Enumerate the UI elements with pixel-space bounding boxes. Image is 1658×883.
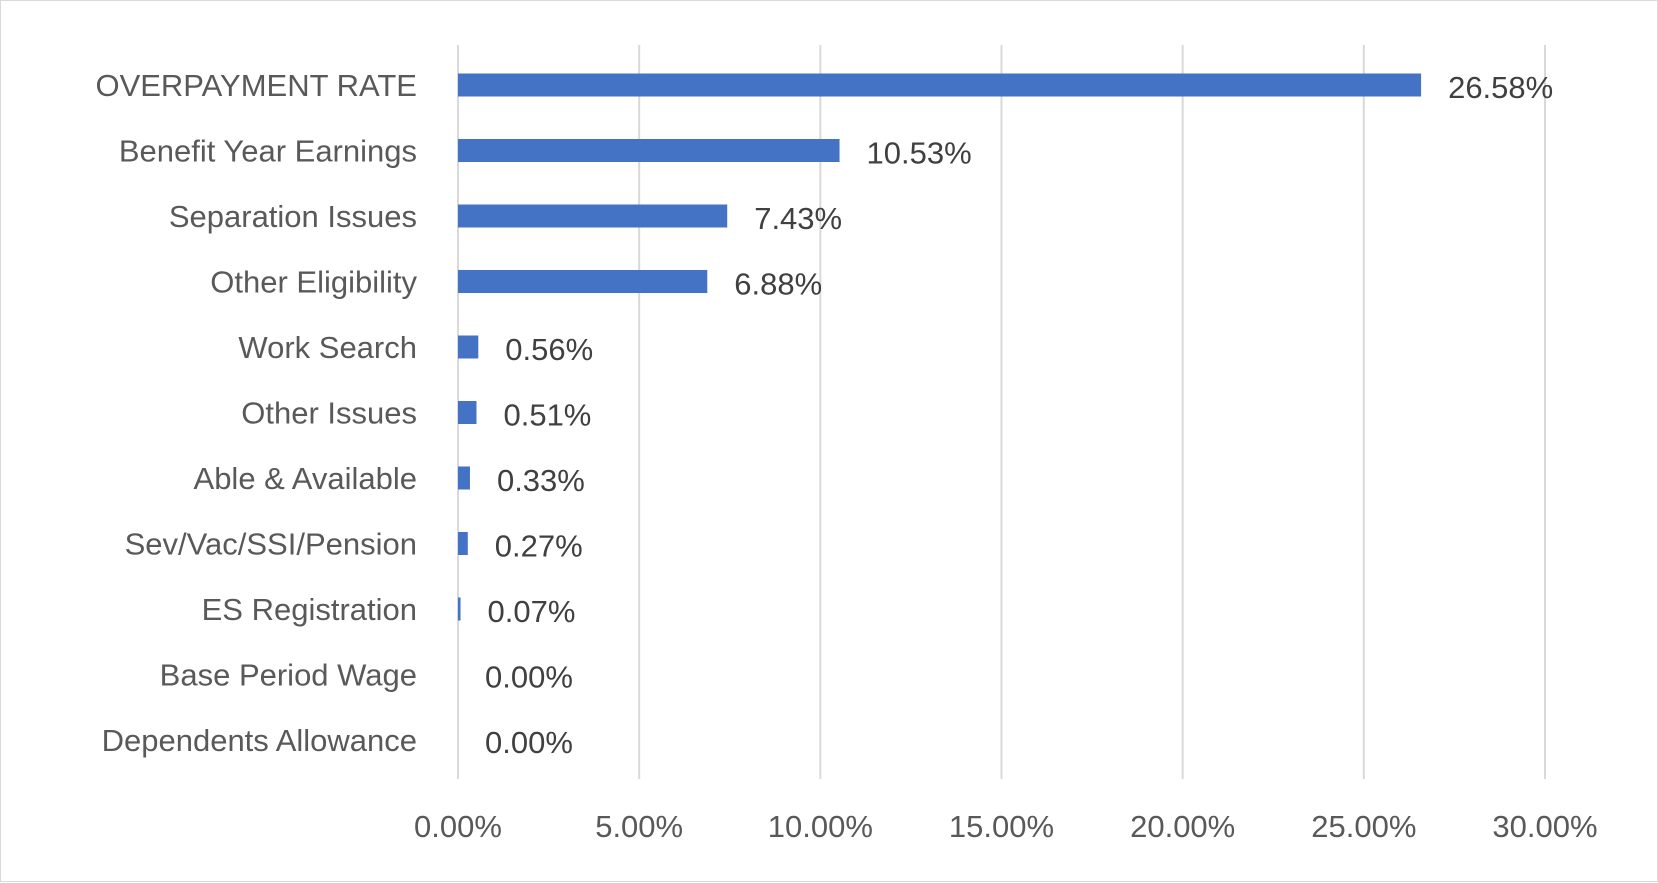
data-label: 0.33% bbox=[497, 463, 585, 498]
category-label: Other Eligibility bbox=[210, 265, 417, 300]
x-tick-label: 15.00% bbox=[949, 809, 1054, 844]
data-label: 0.07% bbox=[488, 594, 576, 629]
category-label: Benefit Year Earnings bbox=[119, 134, 417, 169]
category-labels: OVERPAYMENT RATE Benefit Year Earnings Sep… bbox=[95, 68, 417, 758]
data-label: 26.58% bbox=[1448, 70, 1553, 105]
x-tick-label: 0.00% bbox=[414, 809, 502, 844]
x-tick-label: 25.00% bbox=[1311, 809, 1416, 844]
category-label: Sev/Vac/SSI/Pension bbox=[125, 527, 417, 562]
data-label: 0.51% bbox=[503, 398, 591, 433]
x-tick-label: 20.00% bbox=[1130, 809, 1235, 844]
data-labels: 26.58% 10.53% 7.43% 6.88% 0.56% 0.51% 0.33% 0.2… bbox=[485, 70, 1553, 760]
category-label: Dependents Allowance bbox=[102, 723, 417, 758]
bar bbox=[458, 401, 477, 424]
bar bbox=[458, 597, 461, 621]
bar bbox=[458, 73, 1422, 97]
data-label: 0.56% bbox=[505, 332, 593, 367]
category-label: Able & Available bbox=[194, 461, 417, 496]
bar bbox=[458, 335, 479, 359]
category-label: Other Issues bbox=[241, 396, 417, 431]
gridlines bbox=[457, 45, 1546, 779]
data-label: 0.00% bbox=[485, 660, 573, 695]
data-label: 7.43% bbox=[754, 201, 842, 236]
data-label: 0.00% bbox=[485, 725, 573, 760]
category-label: OVERPAYMENT RATE bbox=[95, 68, 417, 103]
category-label: Base Period Wage bbox=[160, 658, 417, 693]
bar bbox=[458, 466, 470, 490]
bar bbox=[458, 532, 468, 555]
category-label: Separation Issues bbox=[169, 199, 417, 234]
category-label: ES Registration bbox=[202, 592, 417, 627]
x-tick-label: 10.00% bbox=[768, 809, 873, 844]
x-tick-label: 30.00% bbox=[1492, 809, 1597, 844]
bar bbox=[458, 139, 840, 162]
bar bbox=[458, 204, 728, 228]
x-axis-tick-labels: 0.00% 5.00% 10.00% 15.00% 20.00% 25.00% 30.00% bbox=[414, 809, 1598, 844]
data-label: 10.53% bbox=[867, 136, 972, 171]
data-label: 0.27% bbox=[495, 529, 583, 564]
x-tick-label: 5.00% bbox=[595, 809, 683, 844]
category-label: Work Search bbox=[238, 330, 417, 365]
bar bbox=[458, 270, 708, 293]
data-label: 6.88% bbox=[734, 267, 822, 302]
bars bbox=[458, 73, 1422, 621]
